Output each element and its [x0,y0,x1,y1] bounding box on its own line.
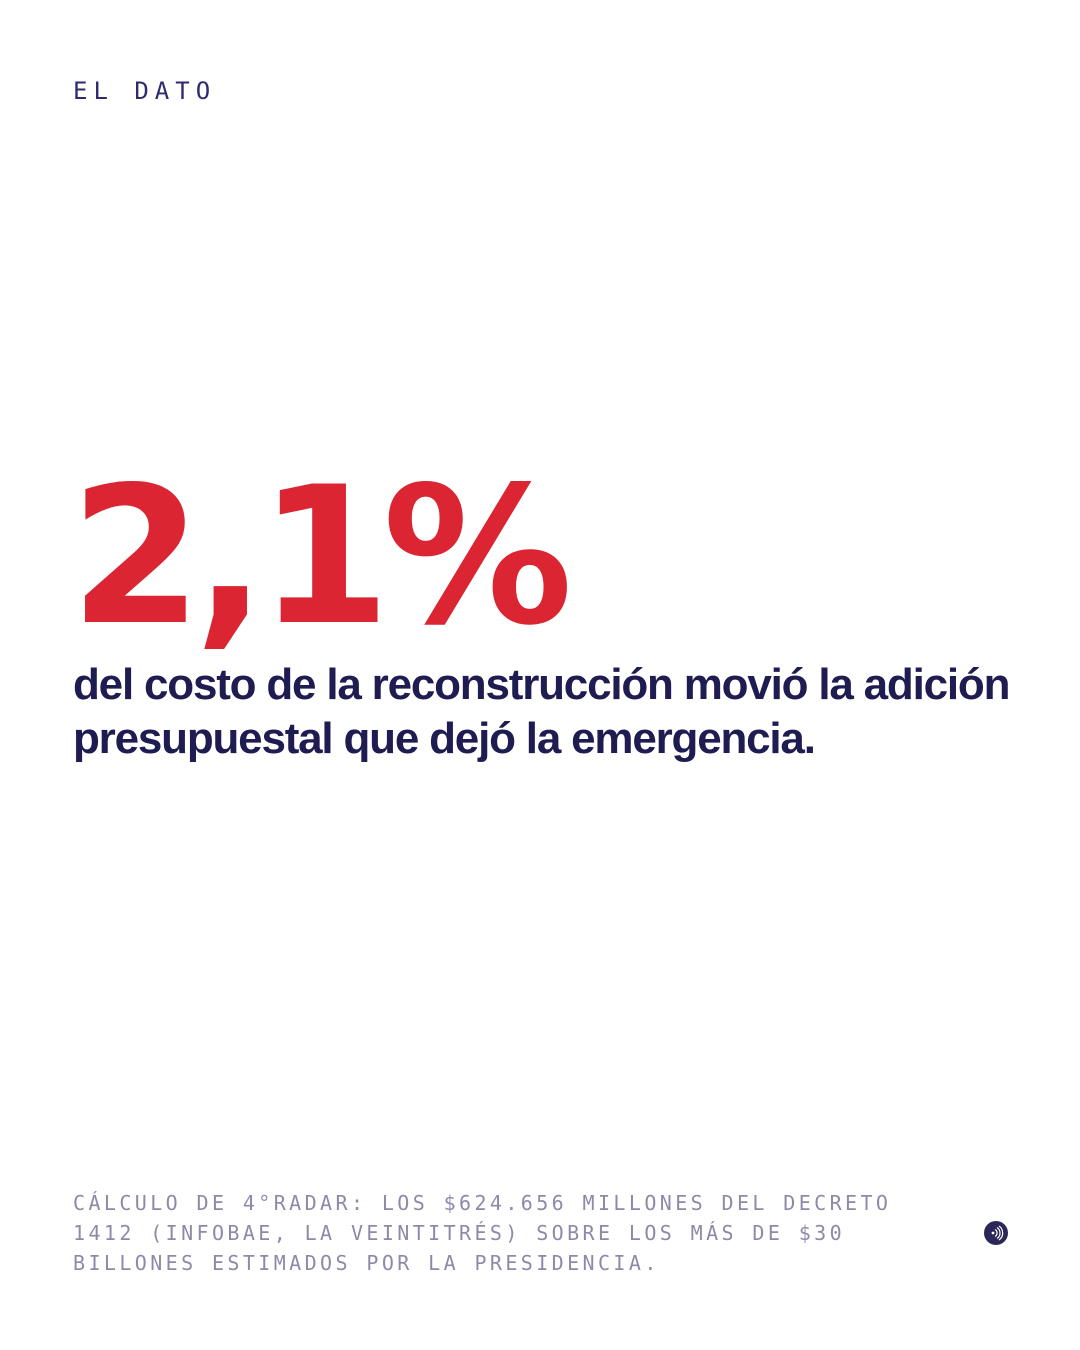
section-label: EL DATO [73,77,217,105]
headline: del costo de la reconstrucción movió la … [73,660,1010,763]
radar-logo-icon [984,1221,1008,1245]
source-note: CÁLCULO DE 4°RADAR: LOS $624.656 MILLONE… [73,1191,892,1275]
key-figure: 2,1% [70,446,573,667]
